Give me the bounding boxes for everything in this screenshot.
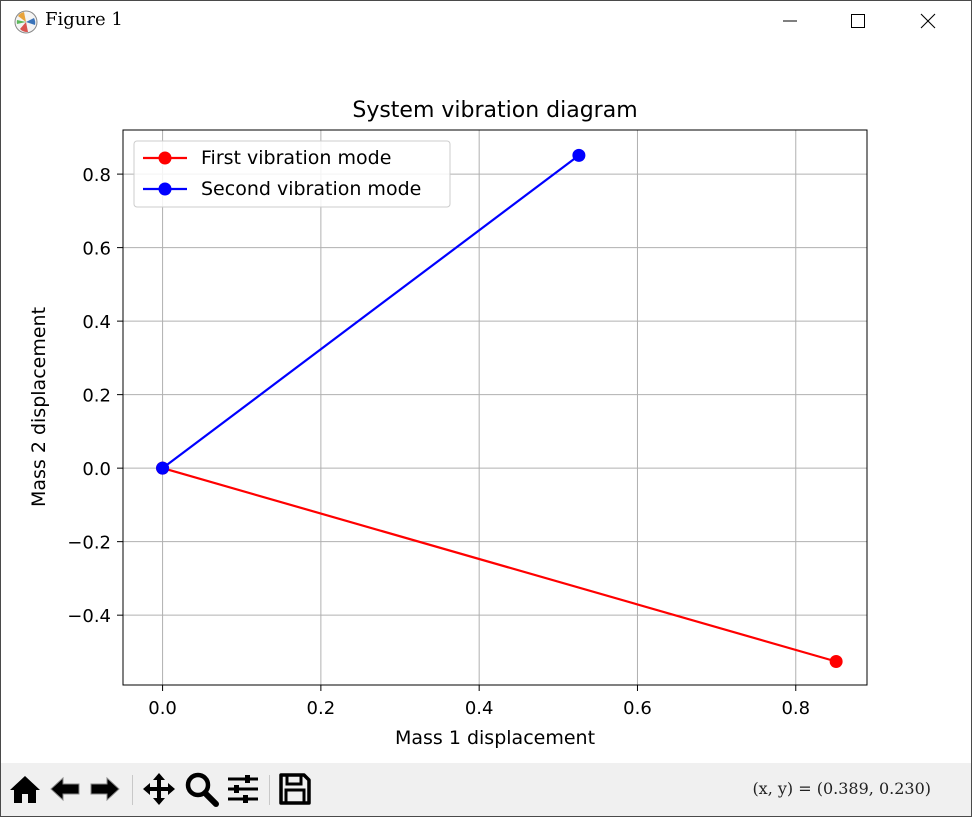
legend-box [133,140,451,208]
legend: First vibration mode Second vibration mo… [133,140,451,208]
legend-marker-first [158,151,172,165]
x-axis-label: Mass 1 displacement [395,727,595,749]
forward-arrow-icon[interactable] [87,771,123,807]
data-point [156,461,170,475]
home-icon[interactable] [7,771,43,807]
y-axis-label: Mass 2 displacement [28,307,50,507]
chart-title: System vibration diagram [352,98,637,123]
window-title: Figure 1 [45,9,123,30]
ticks: 0.0 0.2 0.4 0.6 0.8 0.8 0.6 0.4 0.2 0.0 −0.2 −0.4 [67,165,810,719]
grid [123,130,867,685]
data-point [572,148,586,162]
legend-label-first: First vibration mode [201,147,391,169]
toolbar-separator [132,775,133,805]
back-arrow-icon[interactable] [47,771,83,807]
title-bar[interactable]: Figure 1 [1,1,971,41]
y-tick-label: 0.4 [82,312,111,333]
x-tick-label: 0.6 [623,698,652,719]
maximize-icon [851,14,865,28]
close-icon [920,13,936,29]
toolbar-separator [269,775,270,805]
x-tick-label: 0.4 [465,698,494,719]
zoom-magnifier-icon[interactable] [183,771,219,807]
save-floppy-icon[interactable] [277,771,313,807]
vibration-chart[interactable]: 0.0 0.2 0.4 0.6 0.8 0.8 0.6 0.4 0.2 0.0 −0.2 −0.4 S… [1,41,971,763]
series-2 [156,148,586,475]
close-button[interactable] [905,1,951,41]
x-tick-label: 0.8 [781,698,810,719]
minimize-icon [783,20,797,22]
data-point [829,654,843,668]
series-line [161,154,580,469]
x-tick-label: 0.0 [148,698,177,719]
y-tick-label: −0.2 [67,533,111,554]
y-tick-label: 0.8 [82,165,111,186]
configure-subplots-icon[interactable] [225,771,261,807]
y-tick-label: 0.0 [82,459,111,480]
y-tick-label: 0.2 [82,386,111,407]
series-1 [156,461,843,668]
minimize-button[interactable] [767,1,813,41]
y-tick-label: −0.4 [67,606,111,627]
legend-label-second: Second vibration mode [201,178,421,200]
matplotlib-icon [14,10,38,34]
series [156,148,843,668]
legend-marker-second [158,182,172,196]
axes-frame [122,129,868,686]
y-tick-label: 0.6 [82,239,111,260]
figure-canvas[interactable]: 0.0 0.2 0.4 0.6 0.8 0.8 0.6 0.4 0.2 0.0 −0.2 −0.4 S… [1,41,971,763]
series-line [162,467,837,663]
maximize-button[interactable] [835,1,881,41]
cursor-coordinates: (x, y) = (0.389, 0.230) [752,779,931,798]
navigation-toolbar: (x, y) = (0.389, 0.230) [1,763,971,816]
x-tick-label: 0.2 [307,698,336,719]
pan-icon[interactable] [141,771,177,807]
